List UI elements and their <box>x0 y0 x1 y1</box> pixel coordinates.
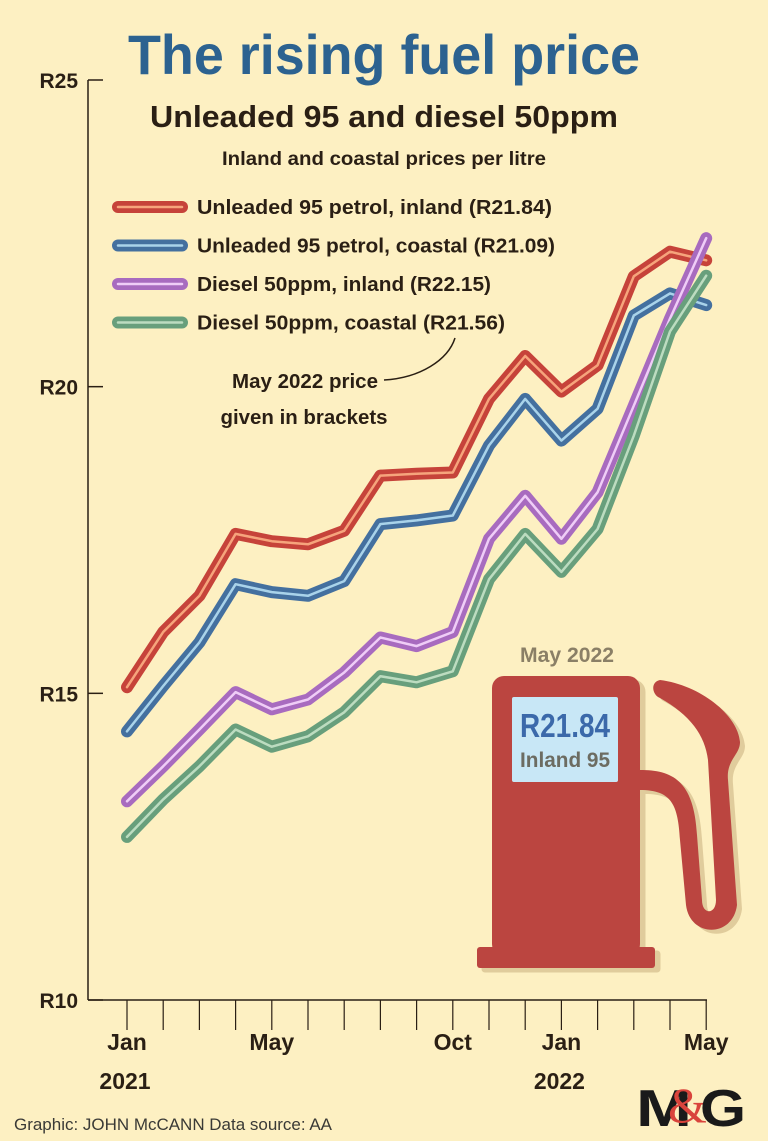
footer-credit: Graphic: JOHN McCANN Data source: AA <box>14 1115 333 1134</box>
legend-label: Unleaded 95 petrol, inland (R21.84) <box>197 197 552 219</box>
y-tick-label: R25 <box>39 70 78 93</box>
annotation-pointer <box>383 337 456 381</box>
annotation-line-1: May 2022 price <box>232 371 378 393</box>
x-tick-label-month: May <box>684 1029 729 1055</box>
logo-ampersand: & <box>668 1077 707 1133</box>
legend-item: Unleaded 95 petrol, coastal (R21.09) <box>112 236 555 258</box>
chart-title: The rising fuel price <box>128 23 640 86</box>
callout-price: R21.84 <box>520 707 611 744</box>
logo-m: M <box>636 1080 692 1138</box>
pump-base <box>477 947 655 968</box>
logo-g: G <box>700 1080 746 1138</box>
legend-item: Diesel 50ppm, inland (R22.15) <box>112 274 491 296</box>
chart-subsubtitle: Inland and coastal prices per litre <box>222 149 546 170</box>
legend-label: Diesel 50ppm, inland (R22.15) <box>197 274 491 296</box>
x-tick-label-year: 2021 <box>99 1068 150 1094</box>
legend-label: Unleaded 95 petrol, coastal (R21.09) <box>197 236 555 258</box>
legend-item: Unleaded 95 petrol, inland (R21.84) <box>112 197 552 219</box>
pump-hose-nozzle <box>640 680 740 930</box>
series-2 <box>121 232 713 808</box>
callout-label: May 2022 <box>520 644 614 667</box>
chart-subtitle: Unleaded 95 and diesel 50ppm <box>150 99 618 134</box>
x-tick-label-year: 2022 <box>534 1068 585 1094</box>
legend-item: Diesel 50ppm, coastal (R21.56) <box>112 313 505 335</box>
callout-caption: Inland 95 <box>520 749 610 772</box>
legend-label: Diesel 50ppm, coastal (R21.56) <box>197 313 505 335</box>
x-tick-label-month: Oct <box>434 1029 473 1055</box>
x-tick-label-month: Jan <box>542 1029 582 1055</box>
series-0 <box>121 245 713 694</box>
series-line <box>121 287 713 738</box>
x-tick-label-month: Jan <box>107 1029 147 1055</box>
annotation-line-2: given in brackets <box>221 407 388 429</box>
mg-logo: M & G <box>636 1077 746 1138</box>
x-tick-label-month: May <box>249 1029 294 1055</box>
pump-screen <box>512 697 618 782</box>
y-tick-label: R15 <box>39 683 78 706</box>
series-1 <box>121 287 713 738</box>
y-tick-label: R10 <box>39 990 78 1013</box>
series-3 <box>121 269 713 843</box>
fuel-pump-icon <box>477 676 745 973</box>
y-tick-label: R20 <box>39 377 78 400</box>
